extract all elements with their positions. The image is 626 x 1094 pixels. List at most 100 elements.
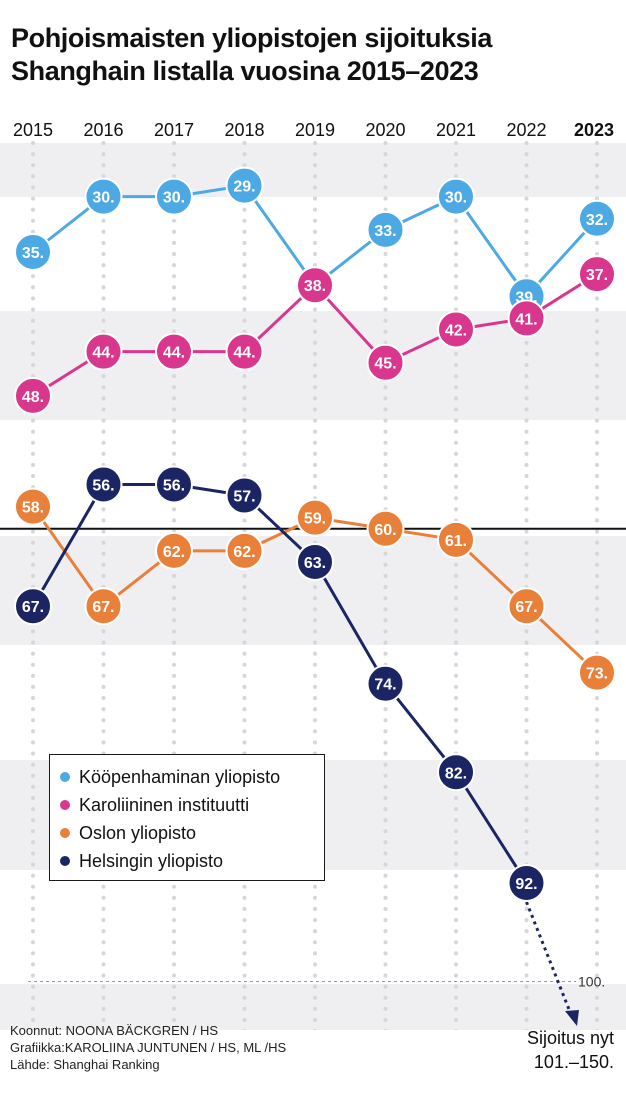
legend-item-copenhagen: Kööpenhaminan yliopisto: [60, 763, 324, 791]
data-label-helsingin-yliopisto: 82.: [445, 765, 467, 782]
data-label-oslon-yliopisto: 62.: [233, 544, 255, 561]
data-label-oslon-yliopisto: 61.: [445, 533, 467, 550]
data-point-koopenhaminan-yliopisto: [225, 166, 264, 205]
data-label-koopenhaminan-yliopisto: 30.: [163, 190, 185, 207]
chart-title: Pohjoismaisten yliopistojen sijoituksia …: [11, 22, 611, 88]
data-point-koopenhaminan-yliopisto: [155, 177, 193, 216]
data-label-karoliininen-instituutti: 48.: [22, 389, 44, 406]
chart-title-line-2: Shanghain listalla vuosina 2015–2023: [11, 56, 479, 86]
data-label-oslon-yliopisto: 59.: [304, 511, 326, 528]
credits: Koonnut: NOONA BÄCKGREN / HS Grafiikka:K…: [10, 1022, 286, 1073]
data-label-karoliininen-instituutti: 38.: [304, 278, 326, 295]
data-label-oslon-yliopisto: 67.: [92, 599, 114, 616]
data-label-koopenhaminan-yliopisto: 32.: [586, 212, 608, 229]
data-point-karoliininen-instituutti: [296, 266, 334, 305]
annotation-arrow-head: [565, 1010, 579, 1026]
x-tick-label: 2015: [13, 120, 53, 140]
data-point-helsingin-yliopisto: [14, 587, 52, 626]
x-tick-label: 2021: [436, 120, 476, 140]
legend-dot-helsinki: [60, 856, 70, 866]
data-label-helsingin-yliopisto: 56.: [92, 477, 114, 494]
credit-compiled: Koonnut: NOONA BÄCKGREN / HS: [10, 1023, 219, 1038]
x-tick-label: 2020: [365, 120, 405, 140]
legend: Kööpenhaminan yliopisto Karoliininen ins…: [49, 754, 325, 881]
data-point-oslon-yliopisto: [296, 498, 334, 537]
legend-label-copenhagen: Kööpenhaminan yliopisto: [79, 766, 281, 787]
data-point-koopenhaminan-yliopisto: [84, 177, 123, 216]
data-label-helsingin-yliopisto: 92.: [515, 876, 537, 893]
data-label-koopenhaminan-yliopisto: 30.: [445, 190, 467, 207]
data-point-koopenhaminan-yliopisto: [437, 177, 475, 216]
data-point-oslon-yliopisto: [366, 509, 405, 548]
current-rank-note: Sijoitus nyt 101.–150.: [527, 1026, 614, 1074]
data-label-karoliininen-instituutti: 41.: [515, 311, 537, 328]
legend-dot-copenhagen: [60, 772, 70, 782]
data-label-koopenhaminan-yliopisto: 33.: [374, 223, 396, 240]
legend-item-oslo: Oslon yliopisto: [60, 819, 324, 847]
line-chart: 2015 2016 2017 2018 2019 2020 2021 2022 2023 100.…: [0, 120, 626, 1030]
data-point-koopenhaminan-yliopisto: [578, 199, 616, 238]
y-tick-label-100: 100.: [578, 974, 605, 990]
data-label-helsingin-yliopisto: 57.: [233, 489, 255, 506]
data-point-oslon-yliopisto: [155, 531, 193, 570]
legend-dot-oslo: [60, 828, 70, 838]
data-label-karoliininen-instituutti: 44.: [163, 345, 185, 362]
data-label-koopenhaminan-yliopisto: 29.: [233, 179, 255, 196]
data-point-oslon-yliopisto: [437, 520, 475, 559]
data-label-oslon-yliopisto: 67.: [515, 599, 537, 616]
legend-dot-karolinska: [60, 800, 70, 810]
data-label-helsingin-yliopisto: 74.: [374, 677, 396, 694]
data-label-karoliininen-instituutti: 44.: [233, 345, 255, 362]
credit-graphics: Grafiikka:KAROLIINA JUNTUNEN / HS, ML /H…: [10, 1040, 287, 1055]
data-point-koopenhaminan-yliopisto: [14, 233, 52, 271]
data-point-helsingin-yliopisto: [366, 664, 405, 703]
data-label-koopenhaminan-yliopisto: 35.: [22, 245, 44, 262]
x-tick-label: 2016: [83, 120, 123, 140]
chart-title-line-1: Pohjoismaisten yliopistojen sijoituksia: [11, 23, 493, 53]
data-label-helsingin-yliopisto: 56.: [163, 477, 185, 494]
data-point-karoliininen-instituutti: [14, 376, 52, 415]
x-tick-label: 2017: [154, 120, 194, 140]
current-rank-note-line-1: Sijoitus nyt: [526, 1028, 614, 1048]
data-point-oslon-yliopisto: [225, 531, 264, 570]
data-point-oslon-yliopisto: [84, 587, 123, 626]
data-point-oslon-yliopisto: [578, 653, 616, 692]
legend-item-karolinska: Karoliininen instituutti: [60, 791, 324, 819]
x-tick-label: 2019: [295, 120, 335, 140]
data-point-helsingin-yliopisto: [84, 465, 123, 504]
legend-item-helsinki: Helsingin yliopisto: [60, 847, 324, 875]
legend-label-karolinska: Karoliininen instituutti: [79, 794, 250, 815]
data-point-karoliininen-instituutti: [366, 343, 405, 382]
data-label-oslon-yliopisto: 58.: [22, 500, 44, 517]
data-label-karoliininen-instituutti: 45.: [374, 356, 396, 373]
data-point-karoliininen-instituutti: [155, 332, 193, 371]
data-point-karoliininen-instituutti: [507, 299, 546, 338]
x-tick-label: 2023: [574, 120, 614, 140]
data-label-oslon-yliopisto: 62.: [163, 544, 185, 561]
credit-source: Lähde: Shanghai Ranking: [10, 1057, 160, 1072]
data-point-oslon-yliopisto: [14, 487, 52, 526]
data-label-karoliininen-instituutti: 44.: [92, 345, 114, 362]
legend-label-oslo: Oslon yliopisto: [79, 822, 197, 843]
data-label-oslon-yliopisto: 73.: [586, 666, 608, 683]
data-point-karoliininen-instituutti: [225, 332, 264, 371]
data-point-helsingin-yliopisto: [437, 753, 475, 792]
data-point-helsingin-yliopisto: [155, 465, 193, 504]
data-point-koopenhaminan-yliopisto: [366, 210, 405, 249]
x-tick-label: 2022: [506, 120, 546, 140]
current-rank-note-line-2: 101.–150.: [533, 1052, 614, 1072]
data-point-karoliininen-instituutti: [437, 310, 475, 349]
data-label-koopenhaminan-yliopisto: 30.: [92, 190, 114, 207]
data-label-karoliininen-instituutti: 42.: [445, 322, 467, 339]
data-point-karoliininen-instituutti: [578, 255, 616, 294]
x-tick-label: 2018: [224, 120, 264, 140]
data-label-oslon-yliopisto: 60.: [374, 522, 396, 539]
data-label-karoliininen-instituutti: 37.: [586, 267, 608, 284]
data-label-helsingin-yliopisto: 67.: [22, 599, 44, 616]
data-point-helsingin-yliopisto: [225, 476, 264, 515]
data-point-helsingin-yliopisto: [507, 863, 546, 902]
data-point-oslon-yliopisto: [507, 587, 546, 626]
data-label-helsingin-yliopisto: 63.: [304, 555, 326, 572]
legend-label-helsinki: Helsingin yliopisto: [79, 850, 224, 871]
data-point-karoliininen-instituutti: [84, 332, 123, 371]
